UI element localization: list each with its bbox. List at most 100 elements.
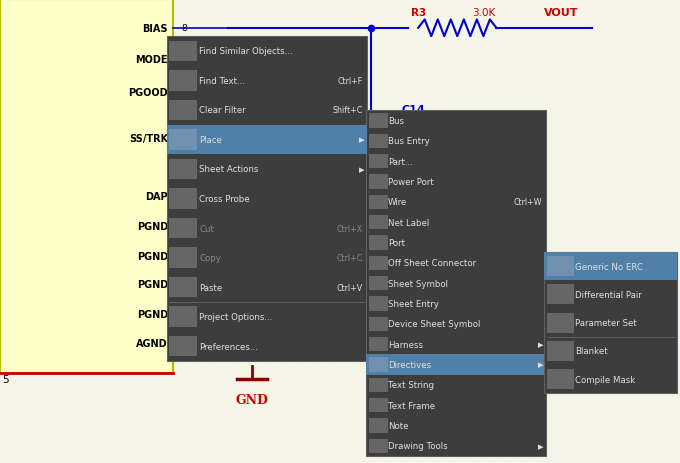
Bar [369,378,388,392]
Text: Harness: Harness [388,340,423,349]
Bar [544,252,677,281]
Bar [169,248,197,269]
Text: Preferences...: Preferences... [199,342,258,351]
Text: 26: 26 [182,222,193,232]
Bar [547,341,574,361]
Bar [369,195,388,210]
Text: Ctrl+C: Ctrl+C [337,254,363,263]
Text: Cut: Cut [199,224,214,233]
Text: BIAS: BIAS [143,24,168,34]
Text: 0.1uF: 0.1uF [401,141,430,151]
Text: 31: 31 [182,192,193,201]
Text: PGOOD: PGOOD [129,88,168,98]
Bar [369,236,388,250]
Bar [369,276,388,291]
Text: Device Sheet Symbol: Device Sheet Symbol [388,319,481,329]
Text: 23: 23 [182,309,193,319]
Bar [544,252,677,394]
Text: Drawing Tools: Drawing Tools [388,441,448,450]
Text: Project Options...: Project Options... [199,313,272,321]
Text: Parameter Set: Parameter Set [575,319,637,327]
Text: ▶: ▶ [538,443,543,449]
Text: DAP: DAP [146,192,168,202]
Bar [369,419,388,433]
Text: VOUT: VOUT [544,8,579,18]
Text: ▶: ▶ [538,362,543,368]
Text: PGND: PGND [137,222,168,232]
Bar [169,159,197,180]
Bar [369,256,388,270]
Text: Sheet Entry: Sheet Entry [388,300,439,308]
Text: GND: GND [235,394,268,407]
Text: Ctrl+V: Ctrl+V [337,283,363,292]
Text: ▶: ▶ [359,167,364,173]
Bar [169,130,197,150]
Text: Cross Probe: Cross Probe [199,194,250,204]
Bar [169,307,197,327]
Text: PGND: PGND [137,280,168,290]
Bar [369,297,388,311]
Text: ▶: ▶ [359,137,364,143]
Bar [366,111,546,456]
Text: 8: 8 [182,24,187,33]
Text: Find Similar Objects...: Find Similar Objects... [199,47,292,56]
Text: ▶: ▶ [538,342,543,347]
Text: Text String: Text String [388,381,435,389]
Text: Power Port: Power Port [388,178,434,187]
Text: Note: Note [388,421,409,430]
Text: Ctrl+W: Ctrl+W [513,198,542,207]
Text: Text Frame: Text Frame [388,401,435,410]
Bar [169,100,197,121]
Bar [369,338,388,351]
Text: Sheet Actions: Sheet Actions [199,165,258,174]
Text: PGND: PGND [137,309,168,319]
Text: 16: 16 [182,88,193,97]
Text: Bus Entry: Bus Entry [388,137,430,146]
Bar [369,317,388,331]
Text: 19: 19 [182,339,193,348]
Bar [547,313,574,333]
Text: Directives: Directives [388,360,431,369]
Text: MODE: MODE [135,55,168,65]
Bar [369,439,388,453]
Text: Part...: Part... [388,157,413,166]
Text: Clear Filter: Clear Filter [199,106,245,115]
Text: Wire: Wire [388,198,407,207]
Text: Ctrl+F: Ctrl+F [338,77,363,86]
Bar [169,189,197,209]
Bar [0,0,173,373]
Text: R3: R3 [411,8,426,18]
Bar [169,336,197,357]
Bar [366,355,546,375]
Text: SS/TRK: SS/TRK [129,134,168,144]
Bar [169,42,197,62]
Text: Port: Port [388,238,405,248]
Text: Blanket: Blanket [575,347,608,356]
Bar [369,134,388,149]
Text: C14: C14 [401,105,425,114]
Bar [547,369,574,389]
Text: Differential Pair: Differential Pair [575,290,642,299]
Text: Sheet Symbol: Sheet Symbol [388,279,448,288]
Text: Shift+C: Shift+C [333,106,363,115]
Bar [369,155,388,169]
Text: 25: 25 [182,251,193,261]
Bar [169,277,197,298]
Text: Copy: Copy [199,254,221,263]
Bar [369,216,388,230]
Text: Ctrl+X: Ctrl+X [337,224,363,233]
Text: Generic No ERC: Generic No ERC [575,262,643,271]
Bar [169,71,197,92]
Bar [169,218,197,239]
Text: Net Label: Net Label [388,218,430,227]
Text: 10: 10 [182,134,193,144]
Text: Place: Place [199,136,222,144]
Text: AGND: AGND [136,338,168,349]
Bar [369,114,388,128]
Text: Paste: Paste [199,283,222,292]
Text: 3.0K: 3.0K [473,8,496,18]
Text: Bus: Bus [388,117,404,126]
Bar [369,398,388,413]
Bar [167,37,367,361]
Bar [369,357,388,372]
